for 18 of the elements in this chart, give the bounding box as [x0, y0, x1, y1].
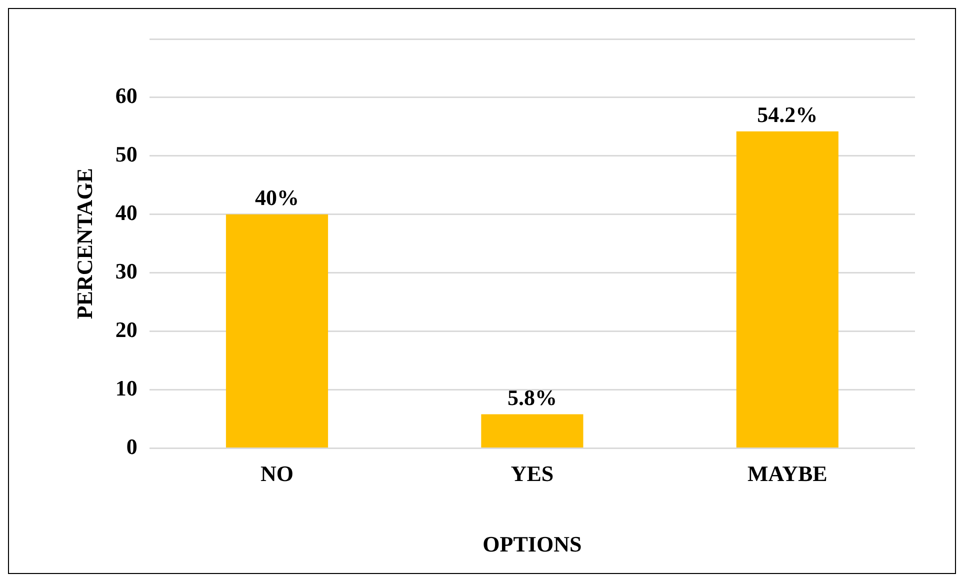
x-tick-label: YES: [510, 461, 554, 486]
x-tick-label: NO: [260, 461, 294, 486]
data-label: 40%: [255, 185, 299, 210]
y-tick-label: 10: [115, 375, 138, 400]
y-tick-label: 60: [115, 83, 138, 108]
x-axis-title: OPTIONS: [482, 531, 582, 556]
y-tick-label: 30: [115, 258, 138, 284]
data-label: 5.8%: [507, 384, 557, 410]
x-tick-label: MAYBE: [747, 461, 828, 486]
y-tick-label: 20: [115, 316, 138, 342]
bar: [481, 414, 584, 448]
bar: [736, 131, 838, 448]
y-tick-label: 50: [115, 142, 138, 167]
bar: [226, 214, 328, 448]
y-tick-label: 40: [115, 200, 138, 226]
data-label: 54.2%: [757, 102, 818, 128]
y-tick-label: 0: [126, 434, 138, 459]
y-axis-title: PERCENTAGE: [72, 168, 97, 320]
